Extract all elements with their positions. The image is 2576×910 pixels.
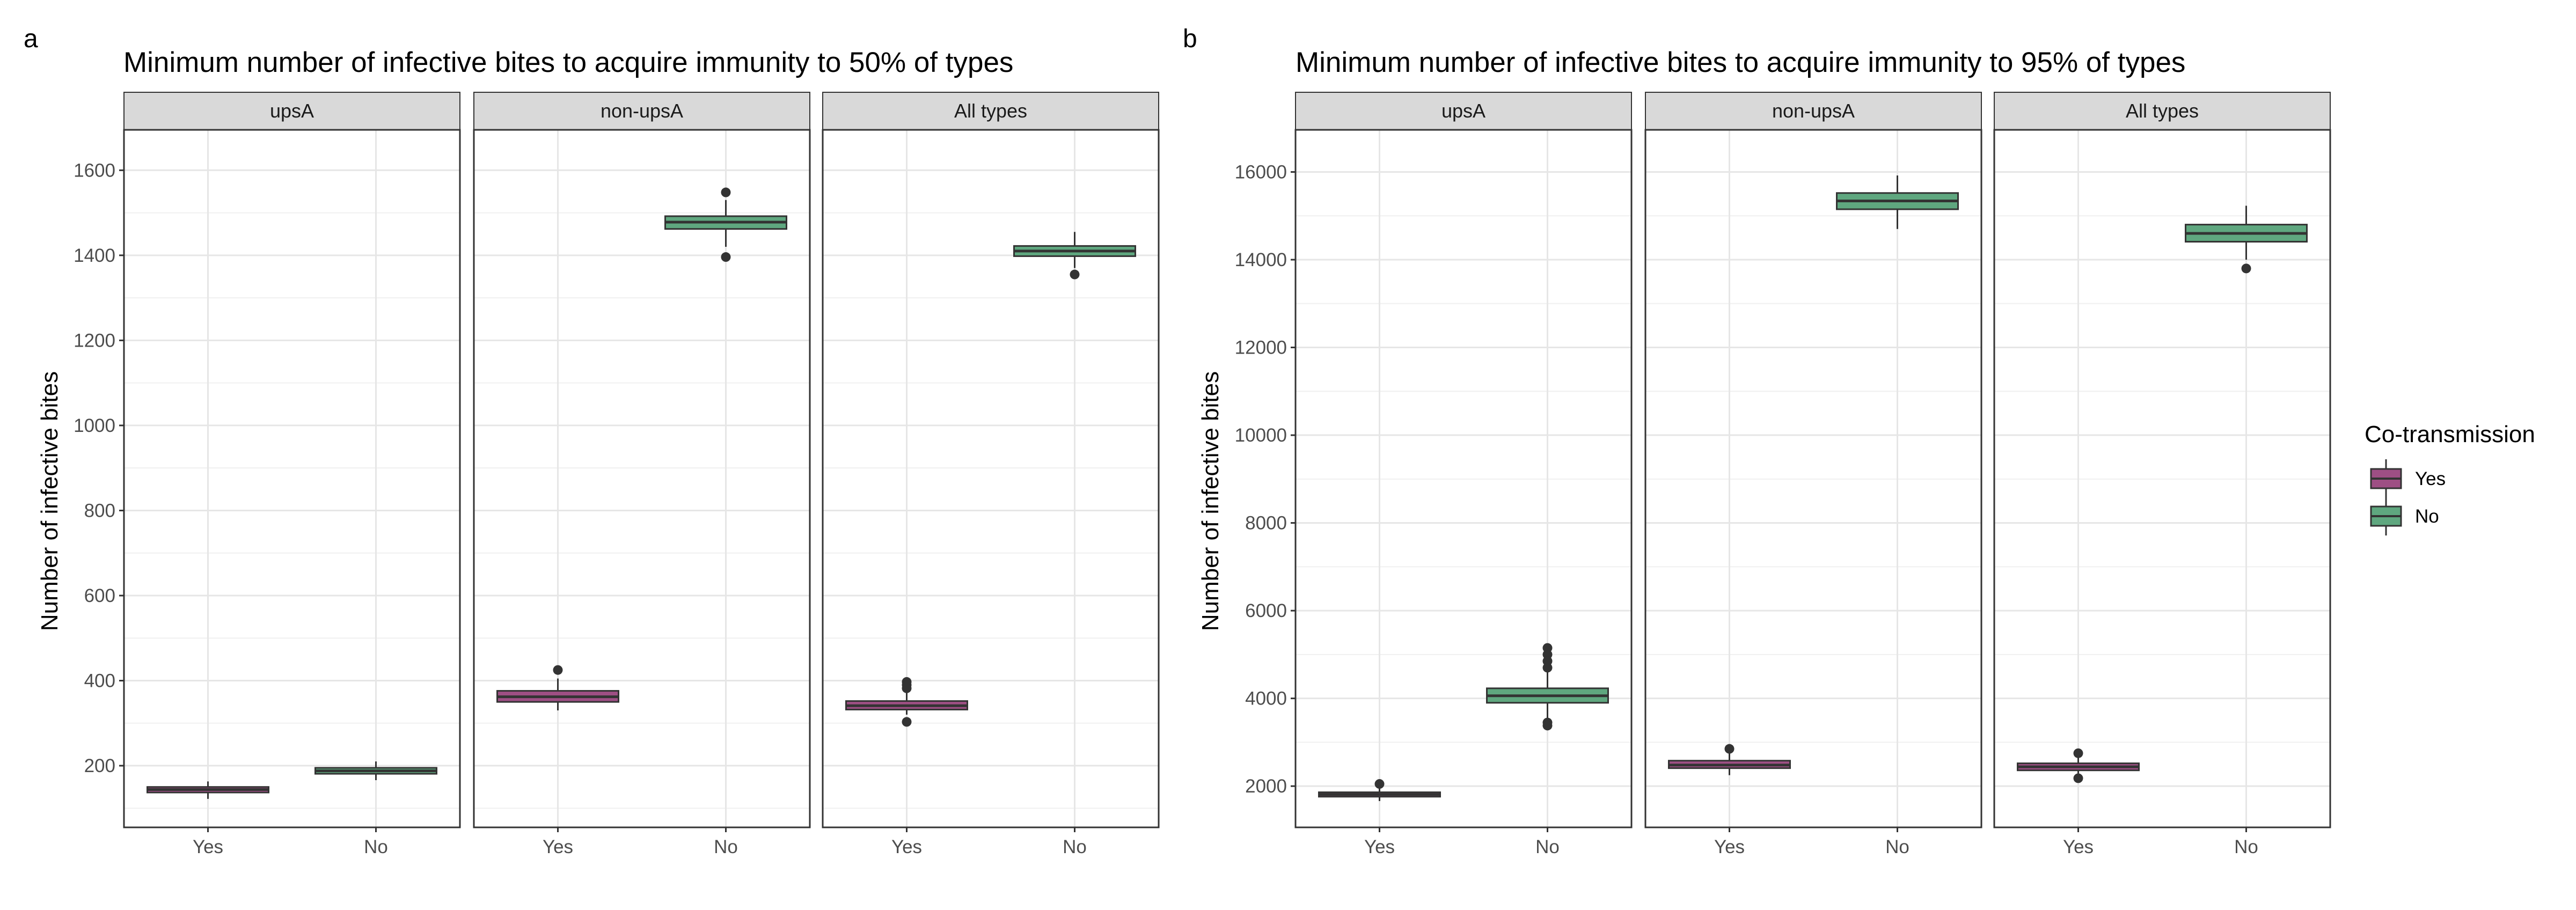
outlier-point <box>2073 748 2083 758</box>
panel-b-x-tick-label-yes: Yes <box>2063 836 2094 857</box>
panel-a-strip-label-non-upsa: non-upsA <box>601 100 683 122</box>
panel-b-box-all-types-no <box>2185 206 2308 274</box>
panel-a-y-tick-label: 600 <box>84 585 115 606</box>
panel-a-y-axis-title: Number of infective bites <box>36 371 63 631</box>
panel-a-y-tick-label: 800 <box>84 500 115 521</box>
panel-b-strip-label-non-upsa: non-upsA <box>1772 100 1855 122</box>
panel-b-y-tick-label: 4000 <box>1245 688 1287 709</box>
panel-a-y-tick-label: 1400 <box>74 245 115 266</box>
panel-a-x-tick-label-no: No <box>1063 836 1087 857</box>
panel-b-strip-non-upsa <box>1645 92 1982 130</box>
panel-b-plot: upsA Yes No non-upsA Yes No All types Yes No 2000… <box>1235 92 2331 857</box>
panel-b-strip-label-upsa: upsA <box>1441 100 1485 122</box>
outlier-point <box>1542 721 1553 731</box>
panel-b-y-tick-label: 14000 <box>1235 249 1287 270</box>
panel-b-panel-border-all-types <box>1993 129 2331 828</box>
panel-b-letter: b <box>1183 25 1197 53</box>
panel-a-letter: a <box>24 25 38 53</box>
outlier-point <box>721 252 731 262</box>
legend-label-no: No <box>2415 506 2439 527</box>
legend-key-yes: Yes <box>2370 459 2446 498</box>
panel-b-y-tick-label: 10000 <box>1235 425 1287 446</box>
panel-b-facet-all-types: All types Yes No <box>1993 92 2331 857</box>
panel-a-strip-non-upsa <box>473 92 810 130</box>
panel-b-x-tick-label-no: No <box>1535 836 1560 857</box>
outlier-point <box>2241 263 2251 274</box>
outlier-point <box>721 187 731 197</box>
panel-a-panel-border-non-upsa <box>473 129 811 828</box>
panel-b-strip-label-all-types: All types <box>2126 100 2199 122</box>
panel-a-box-non-upsa-no <box>664 187 787 262</box>
panel-a-y-tick-label: 200 <box>84 755 115 776</box>
panel-a-panel-bg-upsa <box>124 130 460 827</box>
panel-a-title: Minimum number of infective bites to acq… <box>123 47 1013 78</box>
outlier-point <box>1374 779 1385 789</box>
outlier-point <box>902 683 912 693</box>
panel-a-panel-border-upsa <box>123 129 461 828</box>
panel-b-strip-all-types <box>1994 92 2331 130</box>
legend-title: Co-transmission <box>2365 421 2535 447</box>
panel-b-facet-upsa: upsA Yes No <box>1294 92 1633 857</box>
panel-b-title: Minimum number of infective bites to acq… <box>1296 47 2185 78</box>
legend-label-yes: Yes <box>2415 468 2446 489</box>
panel-a-panel-bg-non-upsa <box>474 130 810 827</box>
panel-b-y-tick-label: 8000 <box>1245 513 1287 534</box>
panel-a-box-upsa-no <box>314 761 437 781</box>
panel-b-box-non-upsa-no <box>1836 175 1959 229</box>
panel-a-y-tick-label: 1600 <box>74 160 115 181</box>
panel-a-facet-all-types: All types Yes No <box>822 92 1160 857</box>
panel-a-x-tick-label-yes: Yes <box>193 836 223 857</box>
outlier-point <box>1724 744 1735 754</box>
panel-b-y-axis-title: Number of infective bites <box>1197 371 1224 631</box>
panel-b-box-all-types-yes <box>2017 748 2140 783</box>
panel-a-box-all-types-no <box>1013 232 1136 280</box>
outlier-point <box>902 717 912 727</box>
panel-a-facet-non-upsa: non-upsA Yes No <box>473 92 811 857</box>
panel-a-box-all-types-yes <box>845 677 968 727</box>
panel-a-strip-upsa <box>123 92 460 130</box>
panel-b-x-tick-label-yes: Yes <box>1364 836 1395 857</box>
panel-b-strip-upsa <box>1295 92 1632 130</box>
panel-a-x-tick-label-yes: Yes <box>543 836 573 857</box>
panel-b-facet-non-upsa: non-upsA Yes No <box>1644 92 1982 857</box>
panel-a-x-tick-label-no: No <box>714 836 738 857</box>
panel-b-y-tick-label: 2000 <box>1245 776 1287 797</box>
panel-b-panel-border-non-upsa <box>1644 129 1982 828</box>
panel-a-y-tick-label: 1000 <box>74 415 115 436</box>
panel-a-panel-border-all-types <box>822 129 1160 828</box>
panel-a-strip-label-all-types: All types <box>954 100 1027 122</box>
panel-a-strip-label-upsa: upsA <box>270 100 314 122</box>
outlier-point <box>1070 269 1080 280</box>
panel-a-y-tick-label: 1200 <box>74 330 115 351</box>
panel-a-facet-upsa: upsA Yes No <box>123 92 461 857</box>
panel-a-plot: upsA Yes No non-upsA Yes No All types Yes No 200 4… <box>74 92 1160 857</box>
outlier-point <box>2073 773 2083 783</box>
panel-b-x-tick-label-no: No <box>2234 836 2258 857</box>
legend-key-no: No <box>2370 498 2439 535</box>
panel-a-box-upsa-yes <box>147 781 269 799</box>
legend: Co-transmission Yes No <box>2365 421 2535 535</box>
outlier-point <box>553 665 563 675</box>
panel-a-x-tick-label-yes: Yes <box>891 836 922 857</box>
panel-a-y-tick-label: 400 <box>84 671 115 692</box>
panel-b-box-upsa-yes <box>1318 779 1441 801</box>
panel-b-x-tick-label-yes: Yes <box>1714 836 1745 857</box>
panel-b-panel-border-upsa <box>1294 129 1633 828</box>
panel-b-y-tick-label: 16000 <box>1235 162 1287 182</box>
panel-b-box-non-upsa-yes <box>1668 744 1791 775</box>
panel-b-x-tick-label-no: No <box>1885 836 1909 857</box>
panel-a-x-tick-label-no: No <box>364 836 388 857</box>
panel-b-y-tick-label: 6000 <box>1245 600 1287 621</box>
panel-b-y-tick-label: 12000 <box>1235 337 1287 358</box>
panel-a-strip-all-types <box>822 92 1159 130</box>
panel-b-box-upsa-no <box>1486 643 1609 731</box>
outlier-point <box>1542 663 1553 673</box>
panel-a-box-non-upsa-yes <box>496 665 619 711</box>
